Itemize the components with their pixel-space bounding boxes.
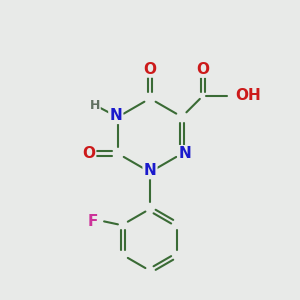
Text: N: N [110,108,122,123]
Text: N: N [178,146,191,161]
Text: H: H [89,99,100,112]
Text: O: O [143,61,157,76]
Text: N: N [144,163,156,178]
Text: O: O [196,62,210,77]
Text: OH: OH [236,88,261,103]
Text: O: O [82,146,95,161]
Text: F: F [88,214,98,229]
